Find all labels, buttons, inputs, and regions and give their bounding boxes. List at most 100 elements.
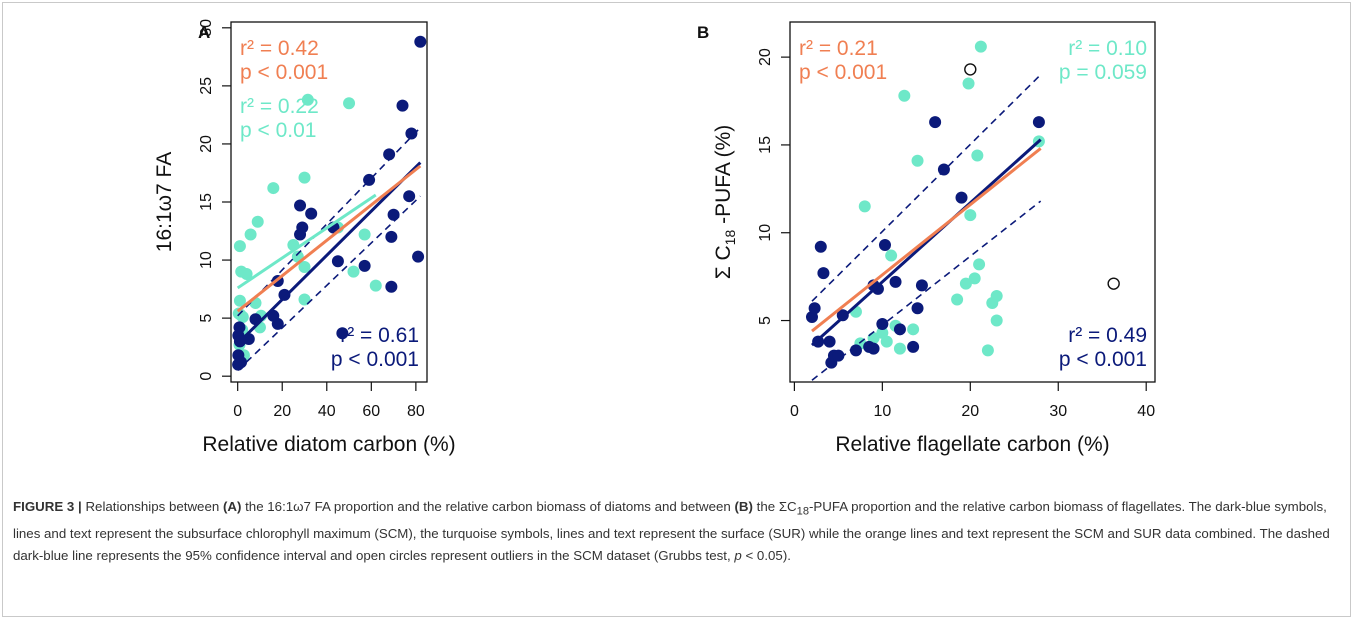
combined-fit-line — [811, 147, 1042, 333]
sur-point — [298, 261, 311, 274]
panel-b: B 0 10 20 30 40 5 10 15 20 Relative flagellate car… — [697, 21, 1156, 456]
scm-point — [403, 190, 416, 203]
scm-point — [867, 342, 880, 355]
scm-point — [907, 340, 920, 353]
caption-text-3b: -PUFA proportion and the relative carbon… — [13, 499, 1330, 563]
y-axis-label: 16:1ω7 FA — [153, 152, 176, 252]
sur-point — [244, 228, 257, 241]
outlier-point — [964, 63, 977, 76]
scm-point — [387, 208, 400, 221]
r2-annotation: r² = 0.42 — [240, 37, 319, 60]
scm-point — [849, 344, 862, 357]
x-tick-label: 60 — [362, 403, 380, 420]
scm-point — [814, 240, 827, 253]
caption-text-4: < 0.05). — [741, 547, 791, 563]
r2-annotation: r² = 0.22 — [240, 95, 319, 118]
scm-point — [871, 282, 884, 295]
ci-line — [237, 127, 421, 317]
caption-text-3a: the ΣC — [752, 499, 797, 514]
r2-annotation: r² = 0.61 — [340, 324, 419, 347]
sur-point — [233, 294, 246, 307]
sur-point — [236, 310, 249, 323]
caption-text-2: the 16:1ω7 FA proportion and the relativ… — [241, 499, 735, 514]
plot-frame — [789, 21, 1156, 383]
y-tick-label: 5 — [757, 316, 774, 325]
y-tick-label: 20 — [198, 135, 215, 153]
sur-point — [233, 240, 246, 253]
scm-point — [878, 239, 891, 252]
sur-point — [990, 289, 1003, 302]
scm-point — [893, 323, 906, 336]
y-tick-label: 10 — [198, 251, 215, 269]
panel-label: B — [697, 23, 709, 42]
sur-point — [301, 93, 314, 106]
scm-point — [915, 279, 928, 292]
scm-point — [336, 327, 349, 340]
p-value-annotation: p < 0.01 — [240, 119, 316, 142]
x-tick-label: 0 — [233, 403, 242, 420]
combined-fit-line — [236, 164, 422, 313]
y-axis-label: Σ C18 -PUFA (%) — [712, 125, 738, 280]
ci-line — [237, 195, 421, 371]
sur-point — [267, 182, 280, 195]
scm-point — [414, 35, 427, 48]
y-tick-label: 25 — [198, 77, 215, 95]
scm-point — [331, 255, 344, 268]
scm-point — [278, 288, 291, 301]
scm-point — [1032, 116, 1045, 129]
y-tick-label: 15 — [757, 136, 774, 154]
sur-point — [962, 77, 975, 90]
x-tick-label: 20 — [273, 403, 291, 420]
x-tick-label: 30 — [1049, 403, 1067, 420]
y-tick-label: 15 — [198, 193, 215, 211]
p-value-annotation: p < 0.001 — [799, 61, 887, 84]
y-tick-label: 20 — [757, 48, 774, 66]
p-value-annotation: p < 0.001 — [1059, 348, 1147, 371]
scm-point — [294, 199, 307, 212]
scm-point — [405, 127, 418, 140]
p-value-annotation: p = 0.059 — [1059, 61, 1147, 84]
sur-point — [959, 277, 972, 290]
sur-point — [981, 344, 994, 357]
sur-point — [858, 200, 871, 213]
sur-point — [893, 342, 906, 355]
scm-point — [412, 250, 425, 263]
x-axis-label: Relative flagellate carbon (%) — [835, 433, 1109, 456]
caption-label: FIGURE 3 | — [13, 499, 82, 514]
sur-point — [347, 265, 360, 278]
scm-point — [955, 191, 968, 204]
scm-point — [911, 302, 924, 315]
sur-point — [971, 149, 984, 162]
sur-point — [298, 293, 311, 306]
r2-annotation: r² = 0.49 — [1068, 324, 1147, 347]
r2-annotation: r² = 0.10 — [1068, 37, 1147, 60]
caption-panel-b-ref: (B) — [734, 499, 753, 514]
caption-subscript: 18 — [796, 505, 809, 518]
x-tick-label: 40 — [318, 403, 336, 420]
p-value-annotation: p < 0.001 — [331, 348, 419, 371]
x-tick-label: 0 — [790, 403, 799, 420]
y-tick-label: 0 — [198, 372, 215, 381]
p-value-annotation: p < 0.001 — [240, 61, 328, 84]
scm-point — [929, 116, 942, 129]
sur-point — [973, 258, 986, 271]
sur-point — [358, 228, 371, 241]
panel-a: A 0 20 40 60 80 0 5 10 15 20 25 30 Relative diatom ca… — [153, 19, 456, 456]
scm-point — [396, 99, 409, 112]
caption-p-italic: p — [734, 547, 742, 563]
scm-point — [823, 335, 836, 348]
sur-fit-line — [236, 193, 377, 290]
x-tick-label: 80 — [407, 403, 425, 420]
scm-point — [233, 321, 246, 334]
sur-point — [251, 215, 264, 228]
y-tick-label: 5 — [198, 314, 215, 323]
scm-point — [385, 280, 398, 293]
scm-fit-line — [810, 138, 1042, 347]
sur-point — [951, 293, 964, 306]
sur-point — [240, 268, 253, 280]
sur-point — [898, 89, 911, 102]
scm-point — [385, 230, 398, 243]
r2-annotation: r² = 0.21 — [799, 37, 878, 60]
caption-text-1: Relationships between — [81, 499, 223, 514]
